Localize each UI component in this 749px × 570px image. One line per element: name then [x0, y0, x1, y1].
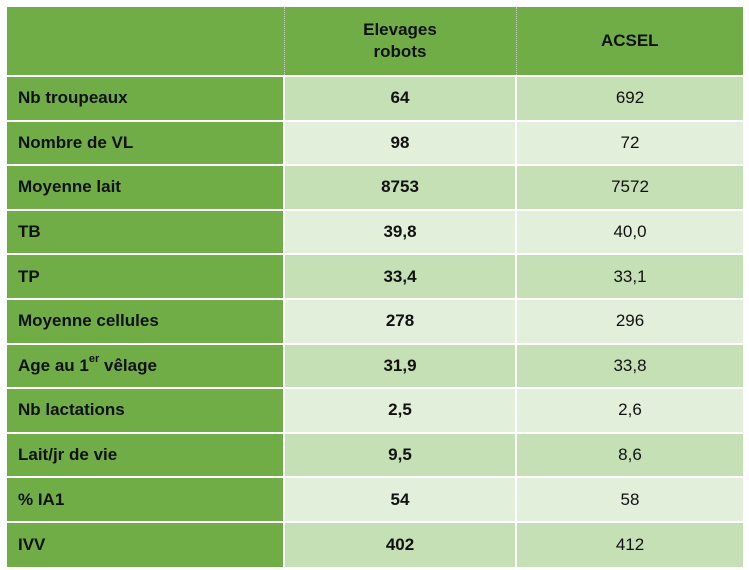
acsel-value: 58 [515, 476, 743, 522]
table-row: TB 39,8 40,0 [7, 208, 743, 255]
robots-value: 31,9 [283, 342, 516, 389]
row-label-superscript: er [88, 353, 100, 366]
robots-value: 8753 [283, 164, 516, 210]
table-row: Moyenne lait 8753 7572 [7, 164, 743, 210]
row-label: TP [7, 253, 284, 299]
table-header-row: Elevages robots ACSEL [7, 7, 743, 77]
table-row: Moyenne cellules 278 296 [7, 297, 743, 344]
robots-value: 278 [283, 297, 516, 344]
comparison-table: Elevages robots ACSEL Nb troupeaux 64 692… [7, 7, 743, 567]
acsel-value: 412 [515, 520, 743, 567]
table-row: Nombre de VL 98 72 [7, 119, 743, 166]
header-acsel: ACSEL [515, 7, 743, 77]
robots-value: 39,8 [283, 208, 516, 255]
acsel-value: 8,6 [515, 431, 743, 478]
row-label: Nombre de VL [7, 119, 284, 166]
row-label: Nb troupeaux [7, 75, 284, 121]
header-label-cell [7, 7, 284, 77]
robots-value: 54 [283, 476, 516, 522]
table-row: % IA1 54 58 [7, 476, 743, 522]
row-label: % IA1 [7, 476, 284, 522]
acsel-value: 692 [515, 75, 743, 121]
table-row: Age au 1er vêlage 31,9 33,8 [7, 342, 743, 389]
table-row: IVV 402 412 [7, 520, 743, 567]
row-label-post: vêlage [99, 355, 157, 375]
table-row: TP 33,4 33,1 [7, 253, 743, 299]
header-robots: Elevages robots [283, 7, 516, 77]
acsel-value: 7572 [515, 164, 743, 210]
comparison-table-container: Elevages robots ACSEL Nb troupeaux 64 692… [7, 7, 743, 567]
robots-value: 33,4 [283, 253, 516, 299]
robots-value: 64 [283, 75, 516, 121]
row-label: Moyenne cellules [7, 297, 284, 344]
robots-value: 9,5 [283, 431, 516, 478]
row-label-pre: Age au 1 [18, 355, 89, 375]
row-label: TB [7, 208, 284, 255]
table-row: Lait/jr de vie 9,5 8,6 [7, 431, 743, 478]
acsel-value: 296 [515, 297, 743, 344]
acsel-value: 2,6 [515, 387, 743, 433]
robots-value: 402 [283, 520, 516, 567]
acsel-value: 40,0 [515, 208, 743, 255]
robots-value: 98 [283, 119, 516, 166]
table-row: Nb troupeaux 64 692 [7, 75, 743, 121]
acsel-value: 33,8 [515, 342, 743, 389]
acsel-value: 72 [515, 119, 743, 166]
row-label: IVV [7, 520, 284, 567]
acsel-value: 33,1 [515, 253, 743, 299]
robots-value: 2,5 [283, 387, 516, 433]
row-label: Age au 1er vêlage [7, 342, 284, 389]
row-label: Moyenne lait [7, 164, 284, 210]
table-row: Nb lactations 2,5 2,6 [7, 387, 743, 433]
row-label: Lait/jr de vie [7, 431, 284, 478]
row-label: Nb lactations [7, 387, 284, 433]
